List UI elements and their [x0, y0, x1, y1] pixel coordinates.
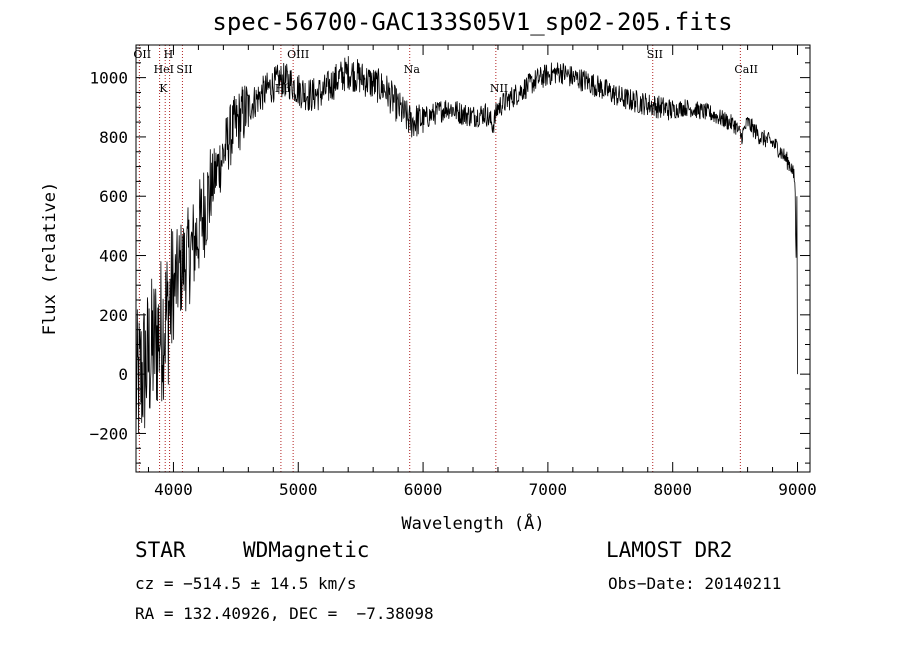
x-tick-label: 5000	[279, 480, 318, 499]
spectral-line-label: NII	[490, 82, 508, 95]
object-subclass: WDMagnetic	[243, 538, 370, 562]
y-tick-label: 600	[99, 187, 128, 206]
spectral-line-label: H	[164, 48, 174, 61]
x-tick-label: 8000	[653, 480, 692, 499]
y-tick-label: −200	[89, 424, 128, 443]
chart-title: spec-56700-GAC133S05V1_sp02-205.fits	[212, 8, 733, 36]
spectral-line-label: OII	[133, 48, 151, 61]
spectral-line-label: SII	[176, 63, 192, 76]
x-tick-label: 6000	[404, 480, 443, 499]
spectral-line-label: K	[159, 82, 168, 95]
spectral-line-label: CaII	[734, 63, 758, 76]
spectral-line-label: Na	[404, 63, 421, 76]
redshift-velocity: cz = −514.5 ± 14.5 km/s	[135, 574, 357, 593]
y-tick-label: 200	[99, 306, 128, 325]
survey-name: LAMOST DR2	[606, 538, 733, 562]
x-tick-label: 4000	[154, 480, 193, 499]
y-tick-label: 400	[99, 247, 128, 266]
spectral-line-label: HeI	[154, 63, 174, 76]
sky-coordinates: RA = 132.40926, DEC = −7.38098	[135, 604, 434, 623]
spectrum-line	[136, 56, 798, 434]
object-class: STAR	[135, 538, 186, 562]
x-tick-label: 7000	[529, 480, 568, 499]
y-tick-label: 1000	[89, 69, 128, 88]
y-axis-label: Flux (relative)	[40, 182, 60, 336]
y-tick-label: 0	[118, 365, 128, 384]
y-tick-label: 800	[99, 128, 128, 147]
observation-date: Obs−Date: 20140211	[608, 574, 782, 593]
spectral-line-label: SII	[647, 48, 663, 61]
x-tick-label: 9000	[778, 480, 817, 499]
x-axis-label: Wavelength (Å)	[401, 512, 544, 534]
